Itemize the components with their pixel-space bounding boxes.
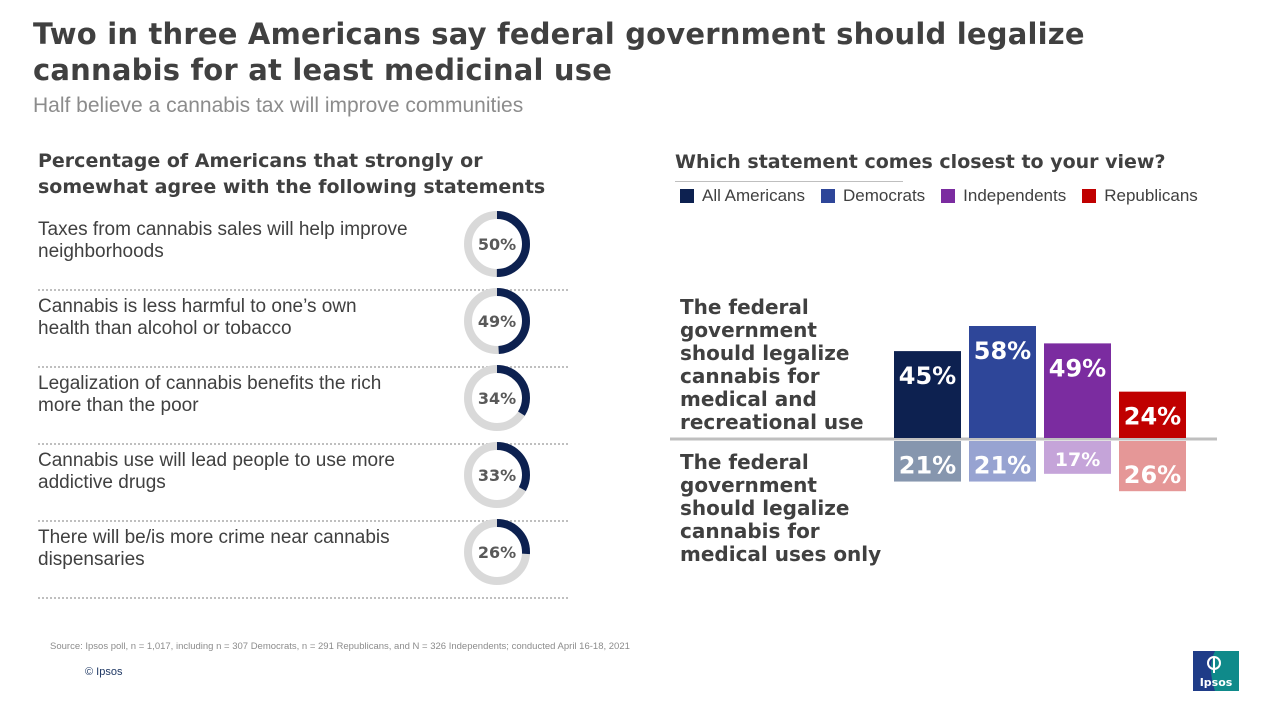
statement-text: Cannabis use will lead people to use mor… (38, 450, 395, 493)
legend-swatch (941, 189, 956, 203)
donut-arc (464, 211, 530, 277)
donut-chart (464, 442, 530, 508)
bar-value-label: 49% (1049, 354, 1106, 382)
statement-row: Cannabis is less harmful to one’s own he… (38, 288, 568, 368)
right-panel-heading: Which statement comes closest to your vi… (675, 151, 1166, 173)
legend-item-independents: Independents (941, 186, 1066, 206)
copyright-text: © Ipsos (85, 666, 123, 678)
donut-value-label: 26% (477, 542, 517, 562)
row-divider (38, 597, 568, 599)
row-divider (38, 443, 568, 445)
source-note: Source: Ipsos poll, n = 1,017, including… (50, 641, 630, 652)
statement-row: There will be/is more crime near cannabi… (38, 519, 568, 599)
statement-text: Taxes from cannabis sales will help impr… (38, 219, 408, 262)
bar-recreational (1119, 391, 1186, 438)
legend-label: Republicans (1104, 186, 1198, 205)
statement-row: Cannabis use will lead people to use mor… (38, 442, 568, 522)
bar-value-label: 45% (899, 362, 956, 390)
category-label-recreational: The federal government should legalize c… (680, 295, 864, 434)
bar-value-label: 21% (974, 452, 1031, 480)
donut-chart (464, 288, 530, 354)
bar-value-label: 58% (974, 337, 1031, 365)
row-divider (38, 520, 568, 522)
statement-text: There will be/is more crime near cannabi… (38, 527, 390, 570)
legend-swatch (820, 189, 835, 203)
bar-value-label: 24% (1124, 403, 1181, 431)
statement-row: Taxes from cannabis sales will help impr… (38, 211, 568, 291)
bar-medical-only (1044, 441, 1111, 474)
chart-legend: All Americans Democrats Independents Rep… (680, 186, 1214, 206)
legend-swatch (1082, 189, 1097, 203)
bar-recreational (894, 351, 961, 438)
donut-value-label: 49% (477, 311, 517, 331)
legend-label: Democrats (842, 186, 926, 205)
bar-medical-only (894, 441, 961, 482)
legend-swatch (680, 189, 694, 203)
bar-recreational (969, 326, 1036, 438)
donut-arc (464, 442, 530, 508)
legend-item-democrats: Democrats (820, 186, 926, 206)
bar-recreational (1044, 343, 1111, 438)
bar-value-label: 26% (1124, 461, 1181, 489)
bar-medical-only (1119, 441, 1186, 492)
row-divider (38, 366, 568, 368)
page-subtitle: Half believe a cannabis tax will improve… (33, 94, 524, 117)
donut-arc (464, 365, 530, 431)
heading-rule (675, 181, 903, 182)
left-panel-heading: Percentage of Americans that strongly or… (38, 150, 546, 198)
legend-item-all-americans: All Americans (680, 186, 805, 206)
legend-item-republicans: Republicans (1082, 186, 1198, 206)
donut-arc (464, 519, 530, 585)
bar-value-label: 21% (899, 452, 956, 480)
donut-value-label: 50% (477, 234, 517, 254)
donut-arc (464, 288, 530, 354)
donut-value-label: 34% (477, 388, 517, 408)
bar-medical-only (969, 441, 1036, 482)
bar-value-label: 17% (1055, 449, 1100, 471)
svg-text:Ipsos: Ipsos (1200, 676, 1233, 689)
statement-text: Cannabis is less harmful to one’s own he… (38, 296, 357, 339)
donut-chart (464, 365, 530, 431)
legend-label: Independents (963, 186, 1067, 205)
page-title: Two in three Americans say federal gover… (33, 17, 1085, 87)
donut-chart (464, 519, 530, 585)
category-label-medical-only: The federal government should legalize c… (680, 450, 882, 566)
ipsos-logo: Ipsos (1193, 651, 1239, 691)
legend-label: All Americans (702, 186, 805, 205)
statement-row: Legalization of cannabis benefits the ri… (38, 365, 568, 445)
donut-chart (464, 211, 530, 277)
donut-value-label: 33% (477, 465, 517, 485)
statement-text: Legalization of cannabis benefits the ri… (38, 373, 382, 416)
row-divider (38, 289, 568, 291)
